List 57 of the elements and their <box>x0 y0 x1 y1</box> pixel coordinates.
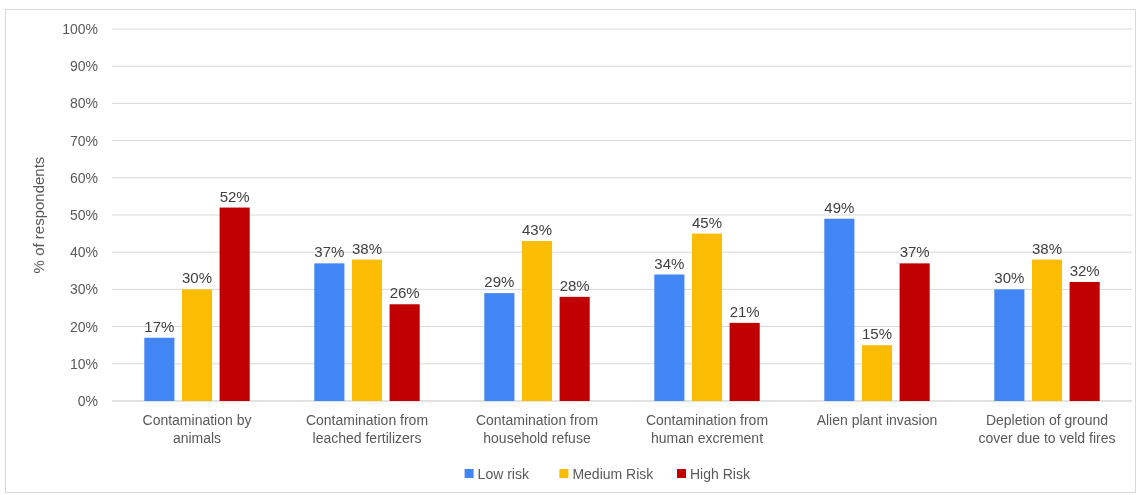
data-label: 43% <box>521 221 553 239</box>
x-tick-label: Contamination from leached fertilizers <box>305 412 429 446</box>
data-label: 38% <box>1031 239 1063 257</box>
data-label: 29% <box>484 273 515 291</box>
y-tick-label: 50% <box>69 206 98 223</box>
data-label: 52% <box>219 187 250 205</box>
y-tick-label: 100% <box>62 20 98 37</box>
bar <box>219 207 250 401</box>
legend-label: High Risk <box>690 465 751 482</box>
bar <box>654 274 685 401</box>
y-tick-label: 0% <box>77 392 98 409</box>
y-tick-label: 70% <box>69 132 98 149</box>
data-label: 34% <box>654 254 685 272</box>
bar <box>144 337 175 401</box>
data-label: 30% <box>994 269 1025 287</box>
data-label: 38% <box>351 239 383 257</box>
y-tick-label: 30% <box>69 281 98 298</box>
legend-label: Medium Risk <box>572 465 655 482</box>
bar <box>314 263 345 401</box>
bar <box>181 289 213 401</box>
x-tick-label: Contamination from household refuse <box>475 412 599 446</box>
legend-label: Low risk <box>477 465 530 482</box>
bar <box>994 289 1025 401</box>
data-label: 45% <box>691 213 723 231</box>
data-label: 32% <box>1069 261 1100 279</box>
data-label: 15% <box>861 325 893 343</box>
y-tick-label: 20% <box>69 318 98 335</box>
bar <box>389 304 420 401</box>
x-tick-label: Depletion of ground cover due to veld fires <box>978 412 1116 446</box>
bar <box>351 259 383 401</box>
data-label: 17% <box>144 317 175 335</box>
bar <box>899 263 930 401</box>
y-axis-title: % of respondents <box>30 156 47 274</box>
bar <box>484 293 515 401</box>
data-label: 28% <box>559 276 590 294</box>
y-tick-label: 40% <box>69 244 98 261</box>
bar <box>824 218 855 401</box>
y-tick-label: 90% <box>69 58 98 75</box>
bar <box>861 345 893 401</box>
data-label: 37% <box>899 243 930 261</box>
data-label: 26% <box>389 284 420 302</box>
bar <box>521 241 553 401</box>
data-label: 49% <box>824 198 855 216</box>
data-label: 30% <box>181 269 213 287</box>
x-tick-label: Contamination from human excrement <box>645 412 769 446</box>
x-tick-label: Contamination by animals <box>142 412 252 446</box>
bar <box>1031 259 1063 401</box>
bar <box>559 296 590 401</box>
data-label: 21% <box>729 302 760 320</box>
bar <box>691 233 723 401</box>
y-tick-label: 80% <box>69 95 98 112</box>
data-label: 37% <box>314 243 345 261</box>
bar <box>1069 281 1100 401</box>
bar <box>729 322 760 401</box>
x-tick-label: Alien plant invasion <box>816 412 938 428</box>
y-tick-label: 60% <box>69 169 98 186</box>
y-tick-label: 10% <box>69 355 98 372</box>
